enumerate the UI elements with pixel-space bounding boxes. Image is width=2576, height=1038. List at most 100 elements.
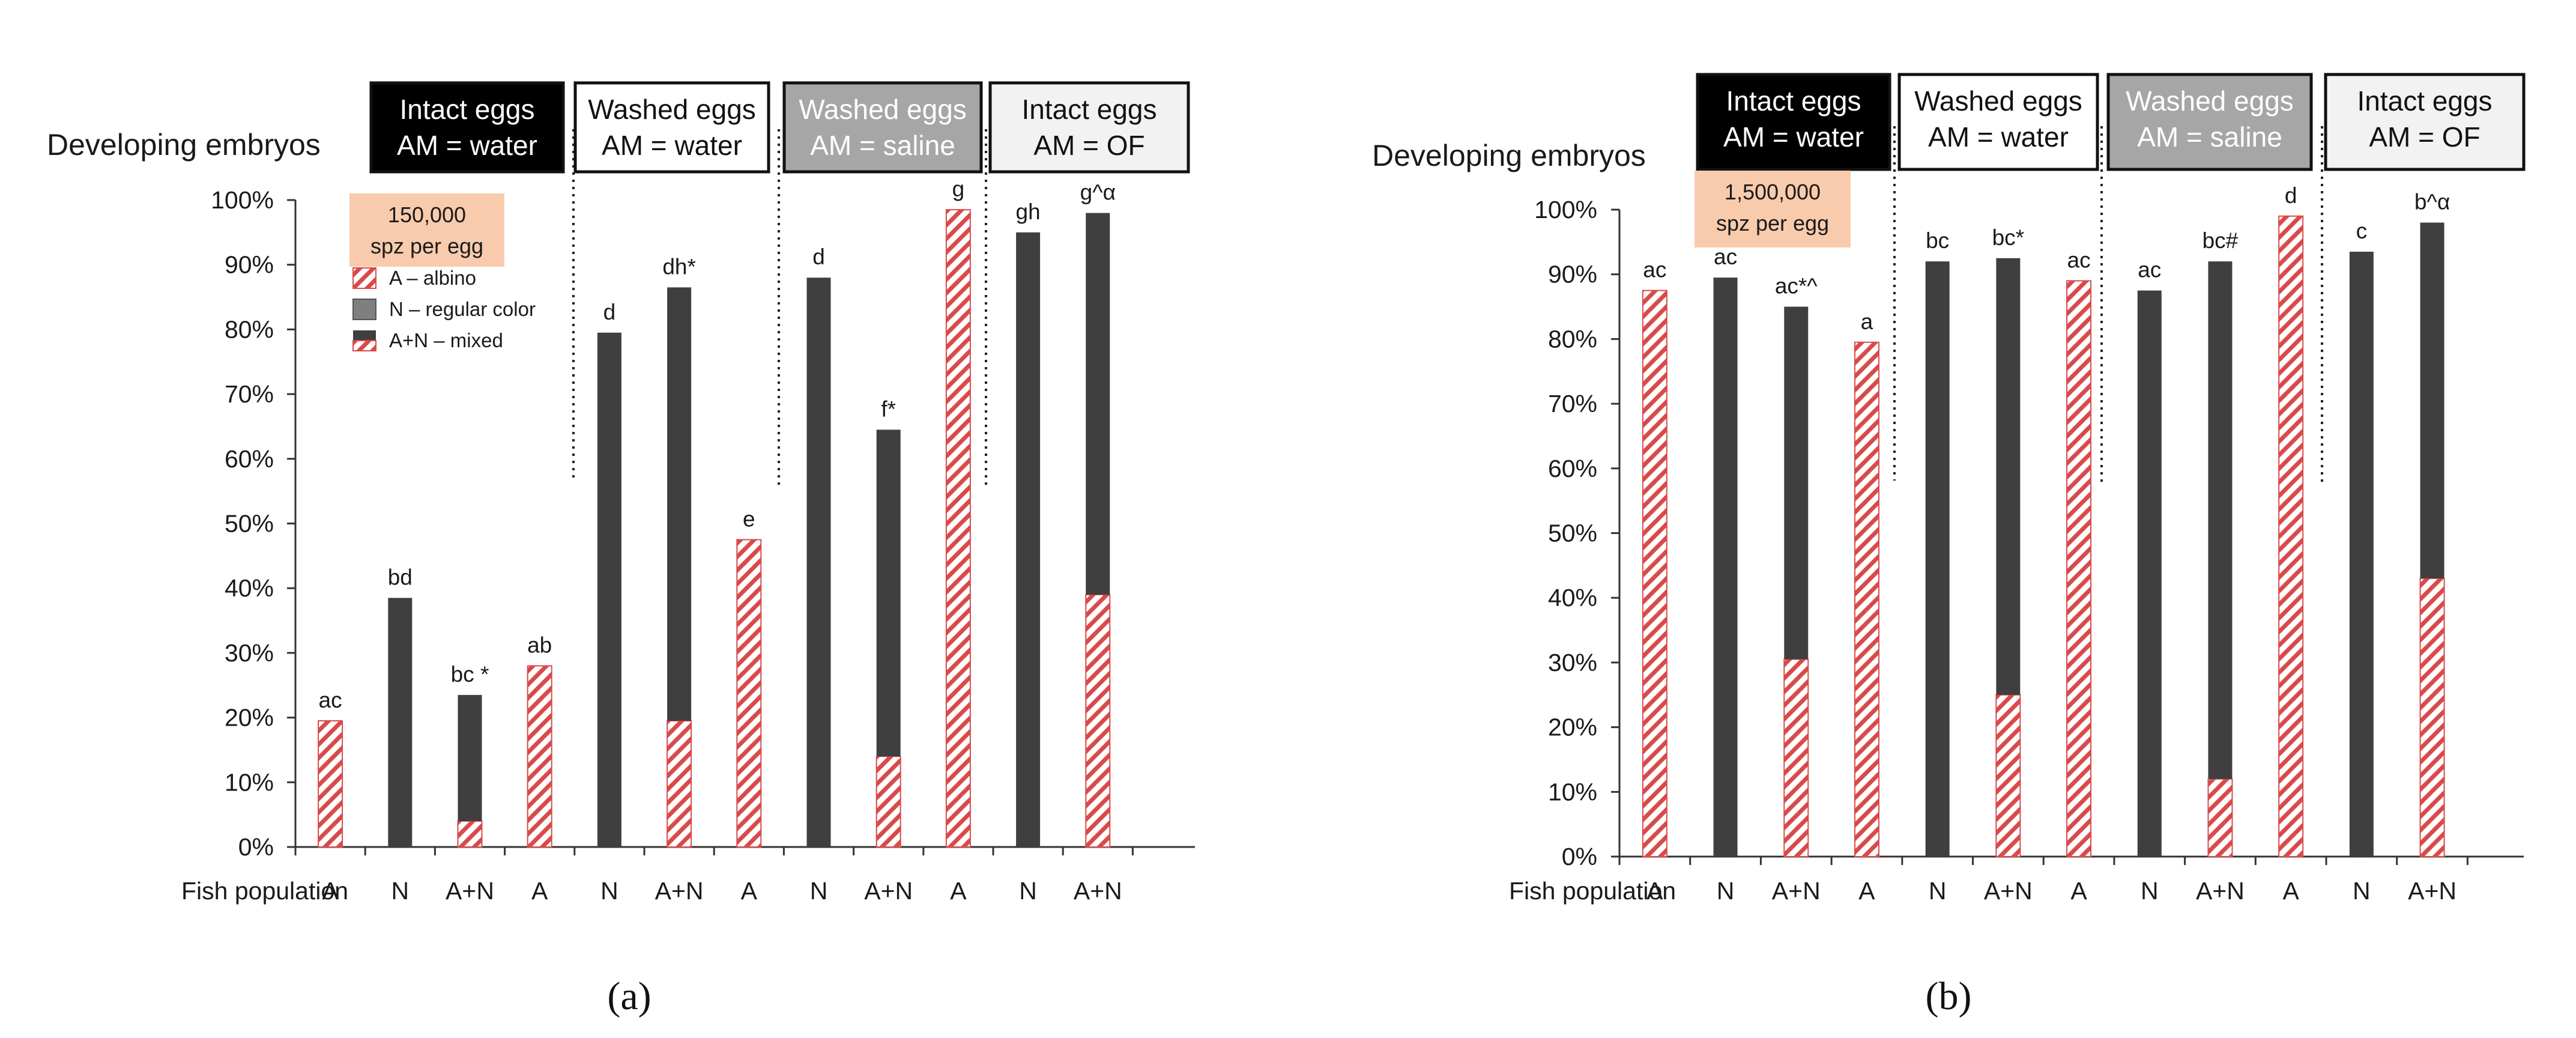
chart-b-y-tick-label: 60%: [1548, 455, 1597, 482]
chart-a-bar-albino: [667, 720, 692, 848]
chart-a-category-label: N: [600, 877, 618, 905]
chart-a-bar-normal: [667, 287, 692, 721]
chart-a-condition-box: [369, 81, 565, 174]
chart-a-condition-box: [573, 81, 770, 174]
chart-b-condition-box: [1897, 73, 2099, 171]
chart-b-significance-label: a: [1861, 309, 1873, 334]
chart-b-y-tick-label: 30%: [1548, 649, 1597, 676]
chart-a-significance-label: f*: [881, 396, 896, 421]
chart-a-category-label: A+N: [1074, 877, 1122, 905]
chart-a-y-tick-label: 70%: [225, 380, 274, 408]
chart-a-significance-label: gh: [1016, 199, 1041, 224]
chart-a-panel-label: (a): [607, 974, 651, 1018]
chart-b-y-tick-label: 80%: [1548, 325, 1597, 353]
chart-b-significance-label: bc*: [1992, 225, 2024, 250]
chart-a-bar-albino: [736, 539, 762, 848]
chart-b-bar-normal: [1996, 258, 2021, 695]
chart-b-y-tick-label: 0%: [1562, 843, 1597, 870]
chart-a-xlabel: Fish population: [181, 877, 348, 905]
chart-a-y-tick-label: 50%: [225, 510, 274, 538]
chart-a-bar-albino: [318, 720, 343, 848]
chart-a-significance-label: dh*: [662, 254, 696, 279]
chart-b-significance-label: bc: [1926, 228, 1949, 253]
chart-a-category-label: A: [950, 877, 967, 905]
chart-a-bar-normal: [876, 429, 901, 757]
chart-b-sperm-dose-line1: 1,500,000: [1725, 180, 1821, 204]
chart-b-category-label: A+N: [2408, 877, 2457, 905]
chart-b-category-label: N: [1929, 877, 1947, 905]
legend-swatch-albino: [352, 267, 376, 289]
chart-a-y-tick-label: 100%: [211, 186, 274, 214]
chart-a-y-tick-label: 0%: [238, 833, 274, 861]
chart-a-condition-line2: AM = water: [397, 130, 537, 161]
chart-b-significance-label: ac: [1714, 244, 1737, 269]
chart-b-condition-box: [1696, 73, 1891, 171]
chart-a-significance-label: ab: [527, 633, 552, 657]
chart-b-condition-line2: AM = OF: [2369, 121, 2480, 153]
chart-b-bar-normal: [2420, 222, 2444, 578]
chart-b-category-label: A: [1858, 877, 1875, 905]
chart-a-category-label: N: [391, 877, 409, 905]
chart-b-panel-label: (b): [1926, 974, 1972, 1018]
chart-b-bar-albino: [1995, 694, 2021, 857]
chart-a-y-tick-label: 20%: [225, 704, 274, 732]
chart-a-condition-line1: Intact eggs: [1021, 94, 1156, 125]
chart-a-condition-line2: AM = OF: [1033, 130, 1144, 161]
chart-a-category-label: A+N: [864, 877, 913, 905]
chart-a-category-label: A: [322, 877, 339, 905]
chart-b-bar-albino: [2207, 778, 2233, 858]
chart-a-significance-label: e: [743, 506, 755, 531]
chart-b-condition-line1: Washed eggs: [1914, 85, 2082, 117]
chart-a-significance-label: bd: [388, 565, 413, 589]
chart-a-significance-label: g^α: [1080, 180, 1116, 205]
chart-b-ylabel: Developing embryos: [1372, 139, 1646, 172]
chart-a: Developing embryos Fish population (a) 0…: [47, 81, 1195, 1018]
chart-a-condition-line2: AM = water: [602, 130, 742, 161]
chart-a-sperm-dose-box: [349, 193, 504, 267]
chart-a-bar-albino: [1085, 593, 1111, 848]
legend-swatch-mixed-bottom: [352, 340, 376, 351]
chart-b-bar-albino: [2066, 280, 2092, 858]
chart-a-condition-line1: Washed eggs: [799, 94, 967, 125]
chart-a-significance-label: g: [952, 177, 965, 201]
chart-a-bar-normal: [458, 694, 482, 821]
legend-label-albino: A – albino: [389, 267, 476, 289]
chart-a-significance-label: d: [603, 300, 616, 324]
chart-b-condition-line1: Washed eggs: [2126, 85, 2294, 117]
chart-a-condition-box: [988, 81, 1190, 174]
chart-b-condition-line1: Intact eggs: [2357, 85, 2492, 117]
chart-a-y-tick-label: 90%: [225, 251, 274, 279]
chart-b-category-label: A: [2282, 877, 2299, 905]
chart-a-significance-label: ac: [319, 688, 342, 712]
chart-b-bar-albino: [1854, 341, 1879, 857]
chart-b-y-tick-label: 70%: [1548, 390, 1597, 417]
chart-a-ylabel: Developing embryos: [47, 128, 321, 162]
chart-b-y-tick-label: 90%: [1548, 261, 1597, 288]
chart-b-significance-label: bc#: [2203, 228, 2239, 253]
chart-b-sperm-dose-line2: spz per egg: [1716, 211, 1829, 235]
chart-a-bar-normal: [1086, 213, 1110, 595]
chart-a-bar-albino: [875, 756, 901, 848]
chart-a-y-tick-label: 60%: [225, 445, 274, 473]
chart-b-bar-normal: [1784, 306, 1809, 660]
chart-a-bar-albino: [457, 820, 483, 848]
chart-b-bar-albino: [2278, 215, 2304, 857]
chart-b-category-label: A+N: [2196, 877, 2245, 905]
chart-a-significance-label: bc *: [451, 662, 489, 687]
chart-b-significance-label: ac: [2138, 258, 2161, 282]
chart-b-y-tick-label: 10%: [1548, 778, 1597, 806]
chart-a-bar-albino: [527, 665, 552, 848]
chart-a-condition-box: [782, 81, 983, 174]
chart-b-bar-normal: [2137, 290, 2162, 857]
chart-b-significance-label: ac*^: [1775, 274, 1818, 299]
chart-b-condition-box: [2106, 73, 2313, 171]
chart-b-xlabel: Fish population: [1509, 877, 1676, 905]
chart-b-bar-albino: [1642, 290, 1667, 857]
chart-b: Developing embryos Fish population (b) 0…: [1372, 73, 2526, 1018]
chart-a-bar-normal: [806, 278, 831, 847]
chart-a-y-tick-label: 80%: [225, 315, 274, 343]
legend-swatch-normal: [352, 299, 376, 320]
chart-a-bar-albino: [945, 209, 971, 848]
chart-b-y-tick-label: 20%: [1548, 714, 1597, 741]
